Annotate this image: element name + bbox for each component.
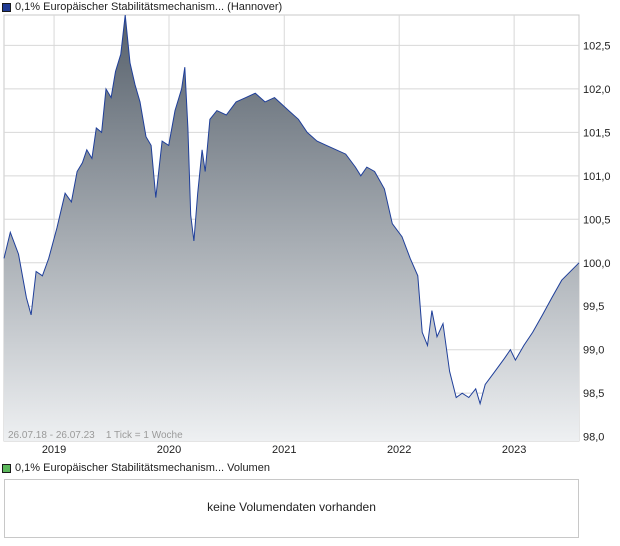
- range-info-text: 26.07.18 - 26.07.23 1 Tick = 1 Woche: [8, 430, 183, 441]
- price-legend-swatch: [2, 2, 11, 12]
- y-axis-ticks: 98,0 98,5 99,0 99,5 100,0 100,5 101,0 101,5 102,…: [583, 40, 611, 443]
- y-tick-label: 102,0: [583, 84, 611, 96]
- no-volume-message: keine Volumendaten vorhanden: [207, 500, 376, 514]
- x-tick-label: 2022: [387, 444, 411, 456]
- price-legend-label: 0,1% Europäischer Stabilitätsmechanism..…: [15, 1, 283, 13]
- volume-panel: keine Volumendaten vorhanden: [4, 479, 579, 538]
- y-tick-label: 98,5: [583, 388, 604, 400]
- x-tick-label: 2021: [272, 444, 296, 456]
- y-tick-label: 101,5: [583, 127, 611, 139]
- x-axis-ticks: 2019 2020 2021 2022 2023: [42, 444, 527, 456]
- y-tick-label: 98,0: [583, 432, 604, 444]
- volume-legend-label: 0,1% Europäischer Stabilitätsmechanism..…: [15, 462, 270, 474]
- price-line: [3, 14, 580, 406]
- x-tick-label: 2019: [42, 444, 66, 456]
- volume-legend: 0,1% Europäischer Stabilitätsmechanism..…: [2, 461, 270, 475]
- y-tick-label: 102,5: [583, 40, 611, 52]
- volume-legend-swatch: [2, 463, 11, 473]
- y-tick-label: 101,0: [583, 171, 611, 183]
- y-tick-label: 100,5: [583, 214, 611, 226]
- price-legend: 0,1% Europäischer Stabilitätsmechanism..…: [2, 0, 282, 14]
- y-tick-label: 99,0: [583, 345, 604, 357]
- price-chart: 98,0 98,5 99,0 99,5 100,0 100,5 101,0 101,5 102,…: [3, 14, 611, 456]
- x-tick-label: 2020: [157, 444, 181, 456]
- y-tick-label: 100,0: [583, 258, 611, 270]
- price-area: [4, 15, 579, 441]
- y-tick-label: 99,5: [583, 301, 604, 313]
- x-tick-label: 2023: [502, 444, 526, 456]
